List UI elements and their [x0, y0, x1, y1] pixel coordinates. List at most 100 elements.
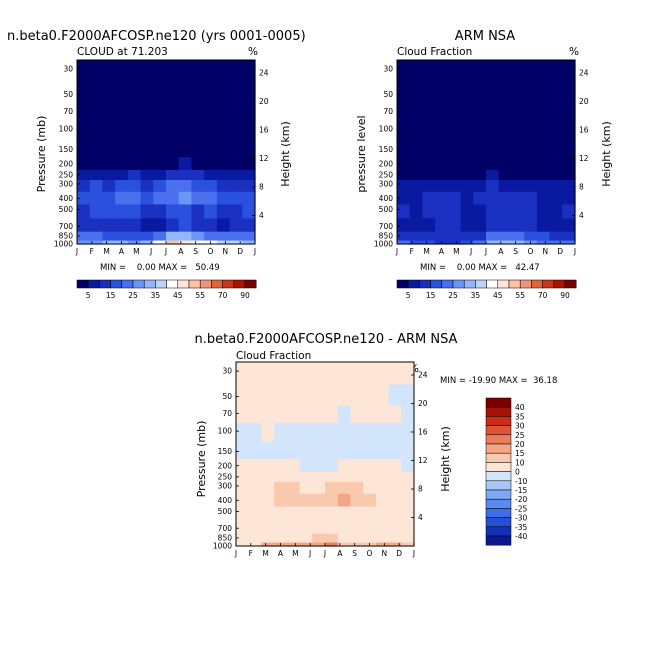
panel3-colorbar-label: 35 [515, 412, 525, 421]
panel2-cell [549, 179, 563, 192]
panel1-cell [204, 203, 218, 219]
panel1-cell [89, 179, 104, 192]
panel1-xtick-label: A [178, 247, 184, 256]
panel2-xtick-label: A [439, 247, 445, 256]
panel3-ytick-label: 100 [218, 427, 233, 436]
panel2-colorbar-box [441, 279, 454, 289]
panel2-cell [498, 203, 513, 219]
panel3-cell [261, 458, 275, 472]
panel2-cell [435, 139, 449, 158]
panel1-cell [77, 239, 91, 245]
panel2-colorbar-label: 55 [515, 291, 525, 300]
panel1-cell [178, 239, 193, 245]
panel3-xtick-label: F [249, 549, 253, 558]
panel3-cell [274, 458, 288, 472]
panel2-cell [460, 231, 474, 241]
panel1-cell [153, 231, 167, 241]
panel3-colorbar-box [485, 489, 512, 500]
panel1-cell [204, 60, 218, 83]
panel2-cell [549, 60, 563, 83]
panel2-cell [447, 81, 462, 104]
panel1-subtitle: CLOUD at 71.203 [77, 46, 168, 58]
panel2-cell [549, 169, 563, 180]
panel1-cell [242, 139, 256, 158]
panel3-height-tick-label: 24 [418, 371, 428, 380]
panel2-cell [536, 191, 551, 205]
panel2-xtick-label: M [423, 247, 429, 256]
panel3-cell [363, 362, 377, 385]
panel3-xtick-label: J [308, 549, 311, 558]
panel2-xtick-label: J [469, 247, 472, 256]
panel1-cell [89, 203, 104, 219]
panel1-cell [166, 239, 180, 245]
panel1-cell [166, 169, 180, 180]
panel1-cell [166, 231, 180, 241]
panel2-cell [536, 217, 551, 232]
panel2-cell [486, 139, 500, 158]
panel1-cell [102, 191, 116, 205]
panel1-cell [229, 217, 243, 232]
panel1-cell [89, 191, 104, 205]
panel3-colorbar-label: 20 [515, 440, 525, 449]
panel1-colorbar-box [166, 279, 179, 289]
panel1-cell [77, 60, 91, 83]
panel2-ylabel-right: Height (km) [600, 121, 613, 187]
panel1-cell [127, 102, 142, 121]
panel1-cell [115, 191, 129, 205]
panel3-cell [337, 441, 352, 460]
panel2-colorbar-label: 90 [560, 291, 570, 300]
panel3-cell [363, 493, 377, 507]
panel1-cell [242, 169, 256, 180]
panel2-cell [422, 217, 436, 232]
panel2-cell [536, 139, 551, 158]
panel3-cell [375, 541, 390, 547]
panel2-cell [498, 81, 513, 104]
panel1-colorbar-label: 90 [240, 291, 250, 300]
panel1-cell [127, 60, 142, 83]
panel3-cell [325, 441, 339, 460]
panel1-cell [102, 217, 116, 232]
panel1-cell [191, 191, 205, 205]
panel1-cell [166, 217, 180, 232]
panel2-cell [447, 139, 462, 158]
panel3-cell [248, 422, 263, 442]
panel1-cell [242, 120, 256, 140]
panel3-cell [375, 519, 390, 534]
panel1-colorbar-box [155, 279, 167, 289]
panel3-cell [299, 383, 313, 406]
panel2-xtick-label: D [557, 247, 563, 256]
panel2-colorbar-box [553, 279, 566, 289]
panel2-cell [473, 60, 487, 83]
panel2-cell [486, 239, 500, 245]
panel2-cell [498, 139, 513, 158]
panel1-height-tick-label: 24 [259, 69, 269, 78]
panel3-colorbar-label: -15 [515, 486, 527, 495]
panel2-units: % [569, 46, 579, 58]
panel1-cell [166, 156, 180, 170]
panel2-cell [524, 231, 538, 241]
panel3-cell [286, 541, 301, 547]
panel1-ytick-label: 50 [63, 90, 73, 99]
panel2-cell [498, 179, 513, 192]
panel1-ytick-label: 1000 [54, 240, 73, 249]
panel3-cell [286, 458, 301, 472]
panel3-colorbar-box [485, 443, 512, 454]
panel3-cell [401, 362, 415, 385]
panel2-cell [473, 203, 487, 219]
panel1-xtick-label: N [223, 247, 229, 256]
panel2-cell [397, 120, 411, 140]
panel3-cell [312, 383, 326, 406]
panel2-cell [562, 179, 576, 192]
panel3-ytick-label: 30 [222, 367, 232, 376]
panel1-colorbar-label: 35 [151, 291, 161, 300]
panel2-cell [447, 239, 462, 245]
panel2-cell [536, 203, 551, 219]
panel1-cell [216, 139, 231, 158]
panel3-colorbar-box [485, 397, 512, 408]
panel3-cell [363, 383, 377, 406]
panel2-cell [486, 102, 500, 121]
panel3-cell [299, 533, 313, 543]
panel3-cell [236, 481, 250, 494]
panel2-colorbar-box [564, 279, 577, 289]
panel3-cell [236, 533, 250, 543]
